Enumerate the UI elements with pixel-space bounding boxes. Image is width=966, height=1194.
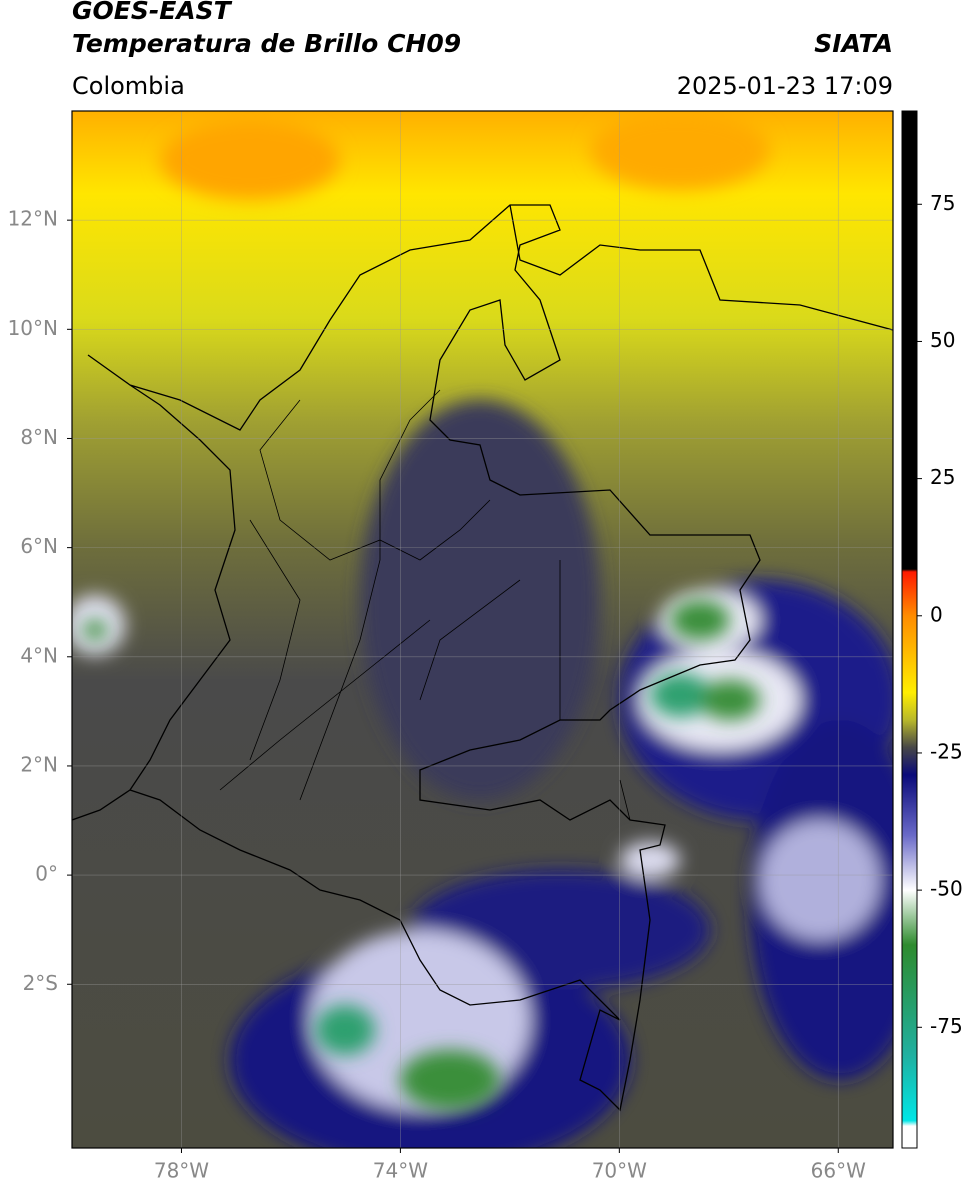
title: GOES-EAST [72,0,233,25]
y-tick-label: 10°N [8,316,58,340]
map-frame [71,110,894,1149]
y-tick-label: 0° [35,862,58,886]
x-tick-label: 78°W [154,1159,209,1183]
colorbar-label: 25 [930,465,955,489]
y-tick-label: 12°N [8,207,58,231]
region: Colombia [72,72,185,100]
colorbar-label: 0 [930,602,943,626]
colorbar-label: -25 [930,739,963,763]
source: SIATA [814,29,893,58]
y-tick-label: 4°N [20,643,58,667]
x-tick-label: 74°W [373,1159,428,1183]
y-tick-label: 2°S [23,971,58,995]
x-tick-label: 66°W [811,1159,866,1183]
y-tick-label: 8°N [20,425,58,449]
datetime: 2025-01-23 17:09 [677,72,893,100]
map-image [72,111,893,1148]
y-tick-label: 6°N [20,534,58,558]
x-tick-label: 70°W [592,1159,647,1183]
colorbar-label: -75 [930,1014,963,1038]
colorbar-label: 50 [930,328,955,352]
colorbar-label: -50 [930,877,963,901]
colorbar [901,110,918,1149]
colorbar-label: 75 [930,191,955,215]
subtitle: Temperatura de Brillo CH09 [72,29,461,58]
y-tick-label: 2°N [20,752,58,776]
